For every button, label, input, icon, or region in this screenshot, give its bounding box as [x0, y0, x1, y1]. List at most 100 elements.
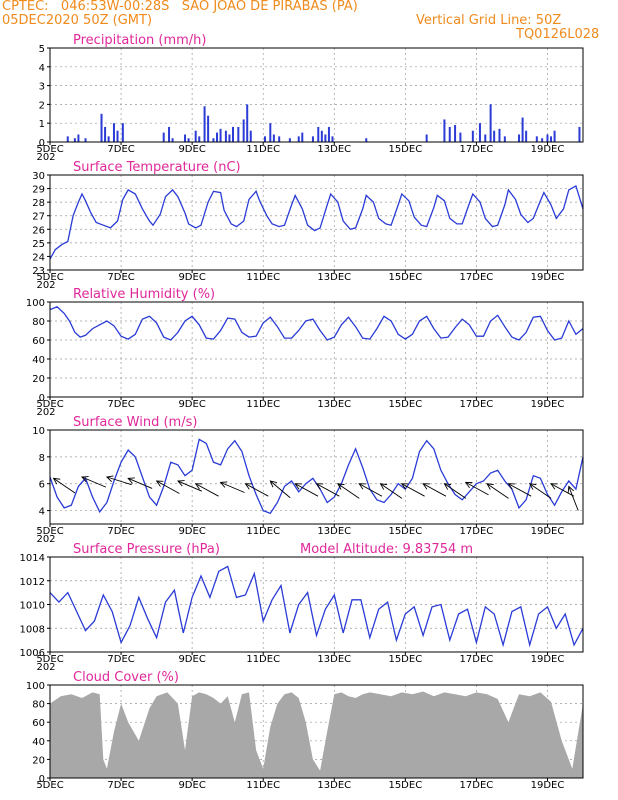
x-tick-label: 9DEC: [178, 272, 205, 283]
y-tick-label: 4: [39, 507, 45, 518]
panel-frame: [49, 47, 584, 143]
wind-vector-head: [358, 483, 366, 490]
precip-bar: [327, 126, 330, 142]
wind-vector-head: [105, 475, 114, 482]
y-tick-label: 29: [32, 185, 45, 196]
panel-6: [47, 684, 584, 781]
precip-bar: [66, 136, 69, 142]
panel-frame: [49, 301, 584, 398]
wind-vector-head: [176, 480, 185, 487]
y-tick-label: 28: [32, 198, 45, 209]
panel-annotation: Model Altitude: 9.83754 m: [300, 542, 473, 557]
x-tick-label: 5DEC: [36, 399, 63, 410]
y-tick-label: 40: [32, 737, 45, 748]
precip-bar: [518, 134, 521, 142]
precip-bar: [503, 136, 506, 142]
y-tick-label: 40: [32, 355, 45, 366]
wind-vector: [195, 483, 219, 497]
wind-vector-head: [400, 483, 409, 490]
y-tick-label: 27: [32, 212, 45, 223]
panel-5: [47, 556, 584, 655]
wind-vector: [358, 483, 383, 497]
x-tick-label: 15DEC: [388, 272, 422, 283]
panel-4: [47, 429, 584, 527]
precip-bar: [324, 134, 327, 142]
wind-vector-head: [194, 483, 203, 490]
precip-bar: [459, 132, 462, 142]
wind-vector-head: [443, 483, 452, 490]
wind-vector: [53, 477, 76, 494]
precip-bar: [184, 134, 187, 142]
x-tick-label: 11DEC: [246, 399, 280, 410]
wind-vector-head: [379, 483, 388, 490]
panel-title: Surface Wind (m/s): [73, 415, 197, 430]
x-tick-label: 7DEC: [107, 654, 134, 665]
precip-bar: [443, 119, 446, 142]
x-tick-label: 11DEC: [246, 144, 280, 155]
x-tick-label: 11DEC: [246, 272, 280, 283]
precip-bar: [525, 130, 528, 142]
y-tick-label: 1006: [20, 648, 45, 659]
header-date: 05DEC2020 50Z (GMT): [2, 13, 153, 28]
x-tick-label: 15DEC: [388, 144, 422, 155]
wind-vector: [270, 480, 291, 499]
precip-bar: [249, 130, 252, 142]
precip-bar: [484, 134, 487, 142]
x-tick-label: 7DEC: [107, 780, 134, 791]
precip-bar: [194, 130, 197, 142]
x-tick-label: 5DEC: [36, 526, 63, 537]
precip-bar: [278, 136, 281, 142]
wind-vector-head: [219, 481, 228, 488]
panel-title: Surface Temperature (nC): [73, 160, 241, 175]
y-tick-label: 1: [39, 119, 45, 130]
wind-vector: [486, 483, 509, 499]
x-tick-label: 9DEC: [178, 144, 205, 155]
x-tick-label: 17DEC: [460, 780, 494, 791]
wind-vector: [127, 477, 153, 489]
y-tick-label: 26: [32, 225, 45, 236]
x-tick-label: 17DEC: [460, 399, 494, 410]
precip-bar: [116, 130, 119, 142]
precip-bar: [553, 130, 556, 142]
y-tick-label: 100: [26, 681, 45, 692]
precip-bar: [242, 119, 245, 142]
precip-bar: [246, 104, 249, 142]
wind-vector-head: [269, 480, 277, 488]
precip-bar: [162, 132, 165, 142]
wind-vector: [529, 483, 552, 499]
wind-vector: [177, 480, 203, 492]
x-tick-label: 11DEC: [246, 780, 280, 791]
wind-vector-head: [155, 480, 164, 487]
wind-vector: [401, 483, 425, 497]
x-tick-label: 15DEC: [388, 526, 422, 537]
x-tick-label: 17DEC: [460, 272, 494, 283]
precip-bar: [425, 134, 428, 142]
y-tick-label: 5: [39, 44, 45, 55]
wind-vector: [245, 483, 269, 497]
x-tick-label: 13DEC: [317, 399, 351, 410]
y-tick-label: 1010: [20, 601, 45, 612]
precip-bar: [535, 136, 538, 142]
x-tick-label: 5DEC: [36, 654, 63, 665]
panel-title: Surface Pressure (hPa): [73, 542, 220, 557]
wind-vector-head: [464, 481, 473, 489]
y-tick-label: 24: [32, 252, 45, 263]
precip-bar: [73, 138, 76, 142]
panel-1: [47, 47, 584, 145]
x-tick-label: 7DEC: [107, 272, 134, 283]
x-tick-sublabel: 202: [36, 662, 55, 673]
x-tick-sublabel: 202: [36, 534, 55, 545]
x-tick-label: 19DEC: [531, 526, 565, 537]
wind-vector-head: [244, 483, 253, 490]
x-tick-label: 5DEC: [36, 272, 63, 283]
wind-vector-head: [81, 476, 89, 483]
precip-bar: [77, 134, 80, 142]
y-tick-label: 10: [32, 426, 45, 437]
precip-bar: [219, 128, 222, 142]
y-tick-label: 1012: [20, 577, 45, 588]
cloud-cover-area: [50, 691, 583, 778]
precip-bar: [272, 134, 275, 142]
wind-vector: [294, 483, 319, 497]
precip-bar: [331, 136, 334, 142]
